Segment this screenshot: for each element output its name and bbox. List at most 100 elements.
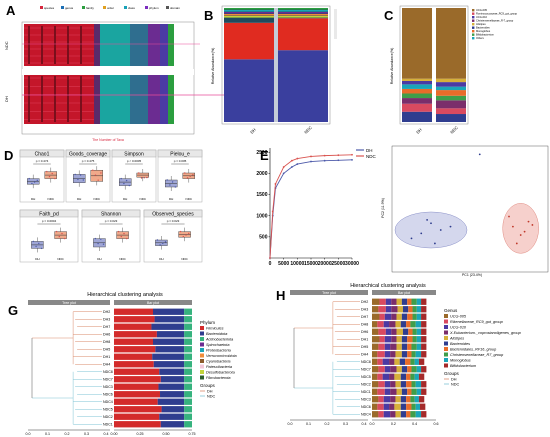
panel-c-legend-label: Alistipes bbox=[476, 22, 486, 26]
panel-d-boxplot: Pielou_ep = 0.005 DH NDC bbox=[157, 149, 203, 203]
panel-d-point bbox=[186, 177, 189, 179]
panel-h-bar-segment bbox=[396, 388, 402, 395]
panel-d-point bbox=[74, 173, 76, 176]
panel-e-xtick: 15000 bbox=[304, 261, 318, 267]
panel-c-bar-segment bbox=[436, 90, 466, 96]
panel-h-bar-segment bbox=[406, 381, 412, 388]
panel-d-point bbox=[32, 240, 35, 243]
panel-a-cell bbox=[168, 74, 174, 124]
panel-h-bar-segment bbox=[390, 366, 397, 373]
panel-f-point-ndc bbox=[515, 242, 518, 245]
panel-d-point bbox=[123, 182, 125, 185]
panel-a-stripe bbox=[67, 26, 69, 64]
panel-h-bar-segment bbox=[412, 336, 417, 343]
panel-b-legend bbox=[334, 9, 337, 39]
panel-b-top-band bbox=[224, 16, 274, 18]
panel-g-legend-swatch bbox=[200, 331, 204, 336]
panel-a: species genus family order class phylum domain… bbox=[4, 6, 240, 142]
panel-h-bar-segment bbox=[378, 396, 384, 403]
panel-d-point bbox=[185, 234, 187, 236]
panel-h-bar-segment bbox=[414, 373, 419, 380]
panel-d-pvalue: p = 0.023 bbox=[105, 219, 118, 223]
panel-f-point-dh bbox=[430, 222, 432, 225]
panel-h-bar-segment bbox=[379, 298, 386, 305]
panel-a-legend-label: species bbox=[44, 6, 55, 10]
panel-h-bar-segment bbox=[395, 381, 401, 388]
panel-a-cell bbox=[160, 24, 168, 66]
panel-a-legend-label: genus bbox=[65, 6, 74, 10]
panel-g-bar-segment bbox=[184, 338, 192, 345]
panel-c-legend-label: Christensenellaceae_R-7_group bbox=[476, 19, 514, 23]
panel-d-point bbox=[48, 175, 51, 178]
panel-g-sample-label: NDC7 bbox=[103, 378, 113, 382]
panel-b-top-band bbox=[224, 14, 274, 16]
panel-a-cell bbox=[168, 24, 174, 66]
panel-h-sample-label: NDC2 bbox=[361, 383, 371, 387]
panel-h-legend-swatch bbox=[444, 341, 448, 346]
panel-g-bar-segment bbox=[184, 323, 192, 330]
panel-a-cell bbox=[130, 74, 148, 124]
panel-h-bar-segment bbox=[421, 411, 427, 418]
panel-e-ytick: 2500 bbox=[256, 150, 267, 156]
panel-g-sample-label: DH2 bbox=[103, 310, 110, 314]
panel-h-bar-segment bbox=[395, 321, 401, 328]
panel-d-point bbox=[33, 181, 36, 183]
panel-g-bar-segment bbox=[184, 331, 192, 338]
panel-h-sample-label: NDC6 bbox=[361, 405, 371, 409]
panel-f-point-ndc bbox=[523, 230, 526, 233]
panel-h-bar-segment bbox=[372, 321, 378, 328]
panel-h-bar-segment bbox=[406, 396, 411, 403]
panel-h-bar-segment bbox=[421, 388, 427, 395]
panel-g-bar-segment bbox=[184, 368, 192, 375]
panel-h-bar-segment bbox=[378, 343, 385, 350]
panel-d-xtick: DH bbox=[169, 197, 173, 201]
panel-d-point bbox=[156, 239, 159, 241]
panel-h-legend-label: Bifidobacterium bbox=[450, 364, 476, 368]
panel-g-bar-segment bbox=[184, 391, 192, 398]
panel-h-bar-segment bbox=[420, 403, 426, 410]
panel-e-point bbox=[282, 166, 285, 168]
panel-g-bar-segment bbox=[114, 316, 155, 323]
panel-h-bar-segment bbox=[372, 373, 378, 380]
panel-d-xtick: NDC bbox=[186, 197, 193, 201]
panel-d-point bbox=[174, 186, 176, 188]
panel-b-bar-segment bbox=[278, 50, 328, 122]
panel-e-point bbox=[337, 154, 340, 157]
panel-d-point bbox=[182, 235, 184, 238]
panel-h-legend-swatch bbox=[444, 336, 448, 340]
panel-h-bar-segment bbox=[418, 373, 425, 380]
panel-d-point bbox=[100, 172, 102, 174]
panel-h-bar-segment bbox=[384, 336, 392, 343]
panel-b-top-band bbox=[278, 16, 328, 18]
panel-c-bar-segment bbox=[402, 8, 432, 79]
panel-f-point-dh bbox=[420, 232, 423, 235]
panel-e-ytick: 500 bbox=[259, 234, 268, 240]
panel-h-bar-segment bbox=[408, 328, 413, 335]
panel-g-bar-segment bbox=[184, 413, 192, 420]
panel-g-bar-segment bbox=[184, 376, 192, 383]
panel-e-point bbox=[337, 159, 340, 162]
panel-d-point bbox=[77, 178, 79, 181]
panel-g-bar-xtick: 0.75 bbox=[189, 432, 196, 436]
panel-h-bar-segment bbox=[416, 298, 422, 305]
panel-b-xtick-ndc: NDC bbox=[303, 125, 313, 135]
panel-h-bar-segment bbox=[405, 358, 411, 365]
panel-g-legend-label: Desulfobacterota bbox=[206, 370, 235, 374]
panel-c-bar-segment bbox=[436, 114, 466, 122]
panel-h-bar-segment bbox=[406, 373, 411, 380]
panel-h-groups-label: NDC bbox=[451, 382, 459, 386]
panel-h-bar-segment bbox=[397, 306, 403, 313]
panel-f-point-dh bbox=[426, 219, 428, 221]
panel-h-bar-segment bbox=[391, 328, 397, 335]
panel-d-point bbox=[58, 235, 60, 238]
panel-g-legend-label: Spirochaetota bbox=[206, 343, 229, 347]
panel-g-sample-label: NDC6 bbox=[103, 393, 113, 397]
panel-c: Relative Abundance(%) DH NDC UCG-005Rumi… bbox=[390, 5, 518, 135]
panel-e-point bbox=[323, 154, 326, 157]
panel-f-point-ndc bbox=[512, 225, 514, 228]
panel-c-legend-swatch bbox=[472, 12, 475, 15]
panel-g-bar-segment bbox=[114, 331, 157, 338]
panel-h-legend-label: Rikenellaceae_RC9_gut_group bbox=[450, 320, 503, 324]
panel-g-groups-title: Groups bbox=[200, 383, 216, 388]
